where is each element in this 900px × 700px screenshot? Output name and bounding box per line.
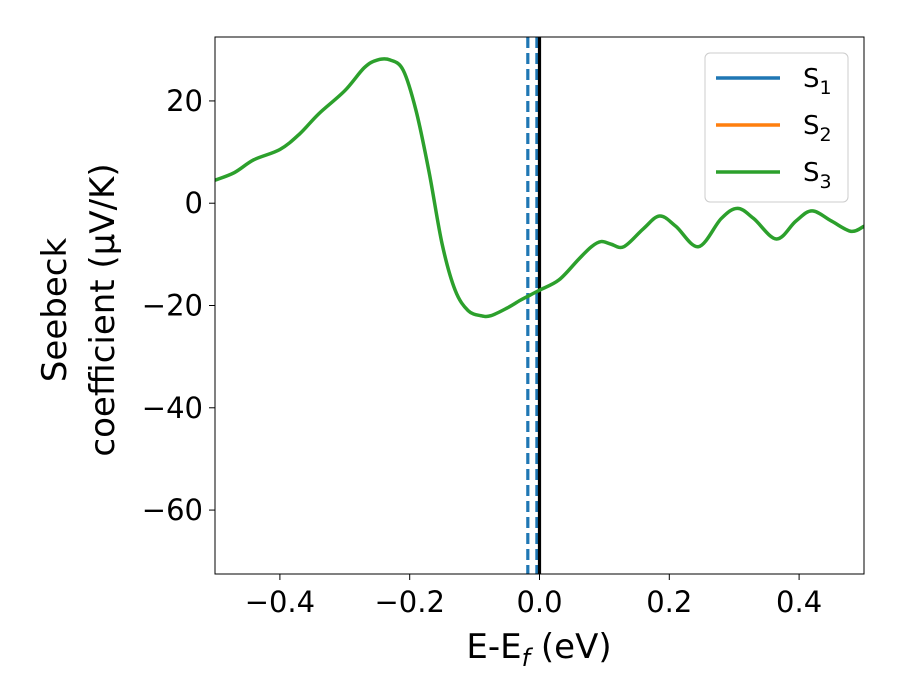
x-tick-label: −0.2 (374, 585, 444, 619)
series-lines (215, 57, 864, 319)
y-tick-label: −60 (142, 493, 203, 527)
legend-label-s2: S2 (803, 111, 832, 146)
y-tick-label: 20 (166, 84, 203, 118)
y-axis-ticks: −60 −40 −20 0 20 (142, 84, 215, 527)
x-tick-label: 0.4 (776, 585, 822, 619)
x-axis-title: E-Ef (eV) (466, 627, 611, 672)
series-line-s3 (215, 57, 864, 319)
y-axis-title-line2: coefficient (μV/K) (83, 163, 123, 456)
x-axis-ticks: −0.4 −0.2 0.0 0.2 0.4 (245, 574, 822, 619)
x-axis-title-suffix: (eV) (530, 627, 612, 667)
legend: S1 S2 S3 (704, 52, 849, 203)
x-axis-title-main: E-E (466, 627, 521, 667)
y-tick-label: 0 (185, 186, 203, 220)
y-tick-label: −40 (142, 391, 203, 425)
legend-label-s3: S3 (803, 158, 832, 193)
y-axis-title-line1: Seebeck (35, 238, 75, 383)
legend-box (704, 52, 849, 203)
vertical-lines (526, 37, 542, 574)
x-tick-label: −0.4 (245, 585, 315, 619)
x-tick-label: 0.2 (646, 585, 692, 619)
y-tick-label: −20 (142, 289, 203, 323)
x-tick-label: 0.0 (516, 585, 562, 619)
legend-label-s1: S1 (803, 64, 832, 99)
